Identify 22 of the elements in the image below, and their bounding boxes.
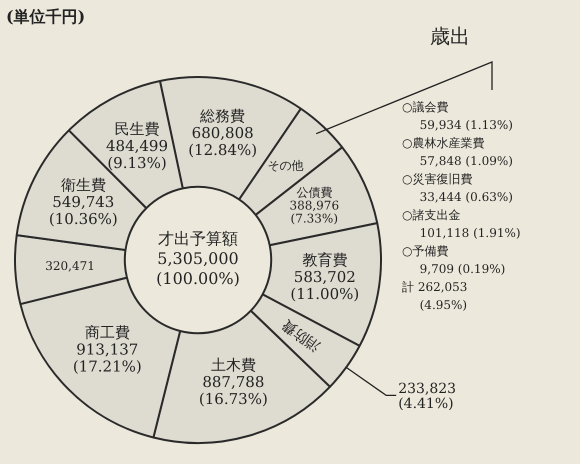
slice-label: 衛生費	[60, 176, 106, 194]
text: ○議会費 59,934 (1.13%) ○農林水産業費 57,848 (1.09%) ○災害復旧費 33,444 (0.63%) ○諸支出金 101,118 (1.91%) ○予備費 9,709 (0.19%) 計 262,053 (4.95%)	[402, 100, 521, 312]
slice-label: 公債費	[296, 185, 332, 200]
data-label: 484,499 (9.13%)	[106, 137, 168, 172]
data-label: 233,823 (4.41%)	[398, 381, 456, 412]
slice-label: 商工費	[84, 323, 130, 342]
data-label: 887,788 (16.73%)	[198, 373, 268, 408]
text: (単位千円)	[6, 7, 86, 26]
slice-label: 教育費	[302, 251, 348, 270]
slice-label: その他	[268, 158, 304, 173]
data-label: 913,137 (17.21%)	[72, 340, 142, 376]
data-label: 320,471	[45, 258, 95, 273]
data-label: 680,808 (12.84%)	[188, 124, 258, 160]
slice-label: 土木費	[210, 356, 256, 374]
slice-label: 民生費	[114, 120, 160, 138]
chart-title: 歳出	[430, 24, 470, 48]
text: 才出予算額 5,305,000 (100.00%)	[156, 229, 240, 288]
data-label: 388,976 (7.33%)	[289, 198, 340, 226]
slice-label: 消防費	[280, 316, 324, 354]
data-label: 549,743 (10.36%)	[48, 192, 118, 228]
slice-label: 総務費	[199, 107, 246, 126]
data-label: 583,702 (11.00%)	[290, 268, 360, 304]
